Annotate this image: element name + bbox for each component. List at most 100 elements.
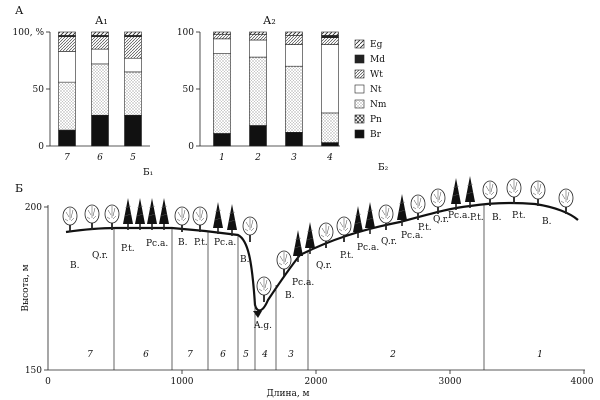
- lake-marker: [253, 311, 262, 318]
- veg-label: B.: [240, 255, 250, 265]
- veg-label: B.: [542, 217, 552, 227]
- bar-category-label: 7: [64, 153, 70, 163]
- panel-a-label: А: [15, 4, 24, 17]
- bar-segment-br: [249, 125, 267, 147]
- bar-segment-eg: [249, 31, 267, 35]
- bar-category-label: 5: [130, 153, 136, 163]
- veg-label: Q.r.: [316, 261, 332, 271]
- bar-segment-nt: [124, 57, 142, 73]
- veg-label: Pc.a.: [214, 238, 236, 248]
- conifer-tree-icon: [122, 197, 134, 231]
- deciduous-tree-icon: [530, 180, 546, 207]
- bar-segment-nm: [321, 112, 339, 143]
- bar-segment-eg: [285, 31, 303, 36]
- bar-segment-eg: [58, 31, 76, 36]
- bar-category-label: 4: [326, 153, 333, 163]
- bar-segment-br: [58, 129, 76, 147]
- a2-ytick-50: 50: [183, 85, 195, 95]
- legend-label: Wt: [370, 70, 383, 80]
- b-xtick-1000: 1000: [171, 377, 194, 387]
- veg-label: P.t.: [194, 238, 208, 248]
- bar-category-label: 1: [219, 153, 225, 163]
- bar-segment-nm: [213, 53, 231, 134]
- bar-segment-br: [213, 133, 231, 147]
- legend: Eg Md Wt Nt Nm Pn Br: [354, 39, 387, 140]
- zone-number: 7: [87, 350, 93, 360]
- conifer-tree-icon: [146, 197, 158, 231]
- zone-boundaries: [113, 204, 485, 370]
- deciduous-tree-icon: [84, 204, 100, 231]
- deciduous-tree-icon: [104, 204, 120, 231]
- panel-a1-bars: [58, 31, 142, 147]
- b-xtick-3000: 3000: [439, 377, 462, 387]
- panel-a1-title: А₁: [95, 14, 108, 27]
- conifer-tree-icon: [226, 203, 238, 237]
- veg-label: Pc.a.: [401, 231, 423, 241]
- bar-segment-wt: [213, 33, 231, 40]
- bar-segment-md: [321, 35, 339, 38]
- conifer-tree-icon: [134, 197, 146, 231]
- zone-numbers: 7 6 7 6 5 4 3 2 1: [87, 350, 543, 360]
- conifer-tree-icon: [212, 201, 224, 235]
- veg-label: Q.r.: [92, 251, 108, 261]
- legend-swatch-nm: [354, 99, 365, 109]
- conifer-tree-icon: [450, 177, 462, 211]
- b2-label: Б₂: [378, 163, 389, 173]
- bar-segment-nt: [58, 51, 76, 83]
- veg-label: Q.r.: [433, 215, 449, 225]
- legend-label: Br: [370, 130, 382, 140]
- deciduous-tree-icon: [276, 250, 292, 277]
- b-ytick-150: 150: [25, 366, 42, 376]
- b-xtick-2000: 2000: [305, 377, 328, 387]
- veg-label: A.g.: [253, 321, 272, 331]
- deciduous-tree-icon: [192, 206, 208, 233]
- zone-number: 5: [243, 350, 249, 360]
- veg-label: Pc.a.: [292, 278, 314, 288]
- b-xtick-0: 0: [45, 377, 51, 387]
- veg-label: P.t.: [340, 251, 354, 261]
- zone-number: 6: [220, 350, 226, 360]
- bar-segment-wt: [91, 36, 109, 50]
- vegetation-labels: B. Q.r. P.t. Pc.a. B. P.t. Pc.a. B. A.g.…: [70, 211, 552, 331]
- zone-number: 6: [143, 350, 149, 360]
- legend-swatch-nt: [354, 84, 365, 94]
- bar-segment-nm: [249, 56, 267, 126]
- bar-segment-br: [321, 142, 339, 147]
- deciduous-tree-icon: [482, 180, 498, 207]
- veg-label: Q.r.: [381, 237, 397, 247]
- bar-segment-eg: [124, 31, 142, 36]
- bar-category-label: 2: [254, 153, 261, 163]
- zone-number: 2: [389, 350, 396, 360]
- bar-category-label: 6: [97, 153, 103, 163]
- bar-segment-nm: [58, 81, 76, 131]
- panel-b-axes: 200 150 0 1000 2000 3000 4000 Длина, м: [25, 203, 594, 399]
- a1-ytick-0: 0: [38, 142, 44, 152]
- b-xtick-4000: 4000: [571, 377, 594, 387]
- bar-segment-wt: [124, 36, 142, 59]
- conifer-tree-icon: [158, 197, 170, 231]
- veg-label: P.t.: [418, 223, 432, 233]
- bar-segment-br: [285, 132, 303, 147]
- bar-segment-nt: [321, 44, 339, 114]
- bar-segment-nt: [213, 38, 231, 54]
- veg-label: P.t.: [470, 213, 484, 223]
- bar-segment-eg: [213, 31, 231, 35]
- bar-segment-nm: [91, 63, 109, 116]
- b1-label: Б₁: [143, 168, 153, 178]
- zone-number: 4: [261, 350, 268, 360]
- zone-number: 7: [187, 350, 193, 360]
- veg-label: Pc.a.: [357, 243, 379, 253]
- veg-label: Pc.a.: [448, 211, 470, 221]
- deciduous-tree-icon: [506, 178, 522, 205]
- y-axis-label: Высота, м: [21, 264, 31, 311]
- legend-label: Nt: [370, 85, 382, 95]
- deciduous-tree-icon: [242, 216, 258, 243]
- panel-b-label: Б: [15, 182, 23, 195]
- legend-label: Nm: [370, 100, 387, 110]
- panel-a2-title: А₂: [263, 14, 276, 27]
- legend-swatch-eg: [354, 39, 365, 49]
- bar-segment-nt: [285, 44, 303, 67]
- zone-number: 3: [288, 350, 294, 360]
- b-ytick-200: 200: [25, 203, 42, 213]
